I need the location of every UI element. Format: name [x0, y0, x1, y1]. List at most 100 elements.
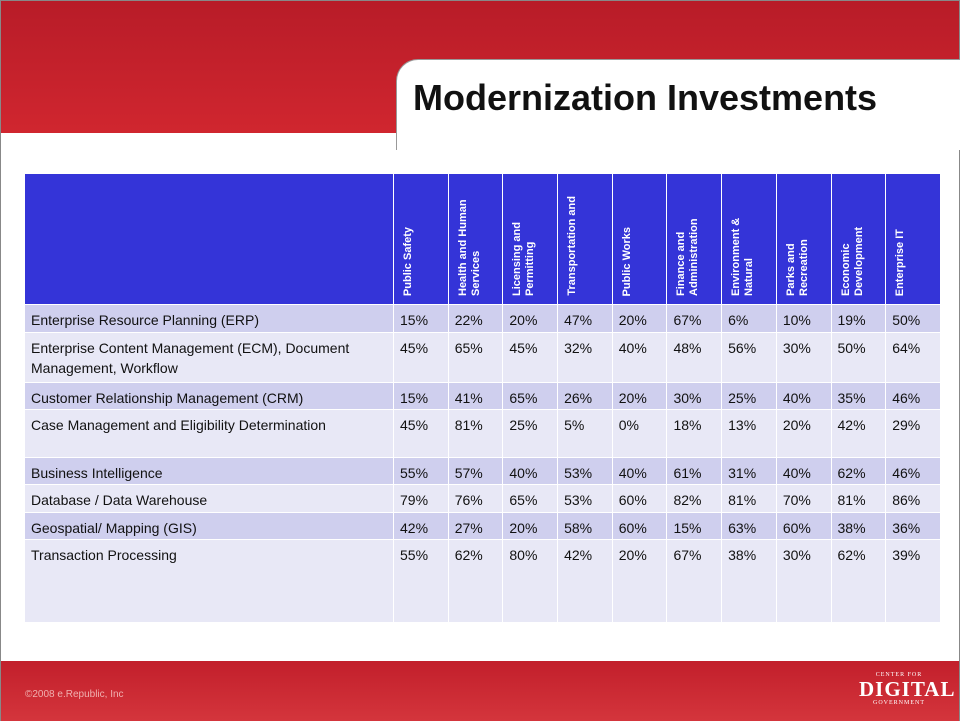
header-row: Public Safety Health and Human Services Li…	[24, 173, 941, 305]
value-cell: 65%	[502, 382, 559, 410]
value-cell: 55%	[393, 457, 449, 485]
table-row: Transaction Processing 55% 62% 80% 42% 20% 67%…	[24, 539, 941, 623]
value-cell: 60%	[775, 512, 832, 540]
column-header: Transportation and	[557, 173, 613, 305]
logo-bottom: GOVERNMENT	[873, 700, 925, 706]
value-cell: 10%	[775, 304, 832, 333]
column-header: Finance and Administration	[666, 173, 723, 305]
value-cell: 20%	[775, 409, 832, 458]
value-cell: 27%	[447, 512, 504, 540]
table-row: Enterprise Content Management (ECM), Doc…	[24, 332, 941, 383]
value-cell: 58%	[557, 512, 613, 540]
value-cell: 38%	[830, 512, 887, 540]
table-row: Database / Data Warehouse 79% 76% 65% 53% 60%…	[24, 484, 941, 513]
column-header: Public Safety	[393, 173, 449, 305]
column-header-text: Economic Development	[839, 226, 865, 296]
value-cell: 42%	[557, 539, 613, 623]
value-cell: 40%	[502, 457, 559, 485]
column-header-text: Enterprise IT	[894, 228, 907, 296]
footer-band	[1, 661, 959, 721]
column-header-text: Parks and Recreation	[784, 239, 810, 296]
value-cell: 20%	[502, 512, 559, 540]
column-header-text: Licensing and Permitting	[511, 222, 537, 296]
column-header-text: Public Safety	[402, 226, 414, 296]
table-row: Geospatial/ Mapping (GIS) 42% 27% 20% 58% 60%…	[24, 512, 941, 540]
table-row: Customer Relationship Management (CRM) 15…	[24, 382, 941, 410]
value-cell: 35%	[830, 382, 887, 410]
value-cell: 56%	[721, 332, 777, 383]
value-cell: 57%	[447, 457, 504, 485]
value-cell: 15%	[393, 382, 449, 410]
value-cell: 30%	[666, 382, 723, 410]
value-cell: 53%	[557, 457, 613, 485]
column-header-text: Transportation and	[566, 196, 579, 296]
value-cell: 50%	[885, 304, 941, 333]
value-cell: 29%	[885, 409, 941, 458]
value-cell: 42%	[393, 512, 449, 540]
value-cell: 60%	[611, 484, 668, 513]
value-cell: 31%	[721, 457, 777, 485]
value-cell: 25%	[721, 382, 777, 410]
value-cell: 40%	[775, 382, 832, 410]
logo-main: DIGITAL	[859, 677, 956, 701]
value-cell: 0%	[611, 409, 668, 458]
row-label: Database / Data Warehouse	[24, 484, 394, 513]
value-cell: 48%	[666, 332, 723, 383]
value-cell: 62%	[830, 539, 887, 623]
value-cell: 47%	[557, 304, 613, 333]
logo: CENTER FOR DIGITAL GOVERNMENT	[859, 671, 956, 707]
value-cell: 30%	[775, 332, 832, 383]
copyright: ©2008 e.Republic, Inc	[25, 689, 124, 700]
row-label: Customer Relationship Management (CRM)	[24, 382, 394, 410]
row-label: Geospatial/ Mapping (GIS)	[24, 512, 394, 540]
value-cell: 32%	[557, 332, 613, 383]
value-cell: 65%	[447, 332, 504, 383]
column-header-text: Finance and Administration	[675, 218, 701, 296]
value-cell: 15%	[666, 512, 723, 540]
value-cell: 36%	[885, 512, 941, 540]
column-header: Economic Development	[830, 173, 887, 305]
value-cell: 19%	[830, 304, 887, 333]
value-cell: 50%	[830, 332, 887, 383]
value-cell: 82%	[666, 484, 723, 513]
value-cell: 81%	[447, 409, 504, 458]
value-cell: 79%	[393, 484, 449, 513]
value-cell: 13%	[721, 409, 777, 458]
value-cell: 55%	[393, 539, 449, 623]
column-header: Health and Human Services	[447, 173, 504, 305]
value-cell: 38%	[721, 539, 777, 623]
value-cell: 70%	[775, 484, 832, 513]
value-cell: 46%	[885, 382, 941, 410]
value-cell: 20%	[611, 539, 668, 623]
column-header: Public Works	[611, 173, 668, 305]
table-row: Business Intelligence 55% 57% 40% 53% 40% 61% 3…	[24, 457, 941, 485]
column-header-text: Health and Human Services	[456, 199, 482, 296]
table-row: Case Management and Eligibility Determin…	[24, 409, 941, 458]
slide-title: Modernization Investments	[413, 77, 878, 118]
value-cell: 15%	[393, 304, 449, 333]
value-cell: 46%	[885, 457, 941, 485]
value-cell: 18%	[666, 409, 723, 458]
value-cell: 63%	[721, 512, 777, 540]
value-cell: 40%	[611, 457, 668, 485]
corner-cell	[24, 173, 394, 305]
value-cell: 40%	[611, 332, 668, 383]
row-label: Case Management and Eligibility Determin…	[24, 409, 394, 458]
table-row: Enterprise Resource Planning (ERP) 15% 22%…	[24, 304, 941, 333]
value-cell: 45%	[393, 332, 449, 383]
value-cell: 76%	[447, 484, 504, 513]
value-cell: 67%	[666, 539, 723, 623]
value-cell: 65%	[502, 484, 559, 513]
value-cell: 26%	[557, 382, 613, 410]
value-cell: 20%	[502, 304, 559, 333]
row-label: Business Intelligence	[24, 457, 394, 485]
value-cell: 81%	[830, 484, 887, 513]
title-box	[396, 59, 960, 150]
value-cell: 40%	[775, 457, 832, 485]
value-cell: 25%	[502, 409, 559, 458]
value-cell: 20%	[611, 304, 668, 333]
value-cell: 80%	[502, 539, 559, 623]
value-cell: 5%	[557, 409, 613, 458]
